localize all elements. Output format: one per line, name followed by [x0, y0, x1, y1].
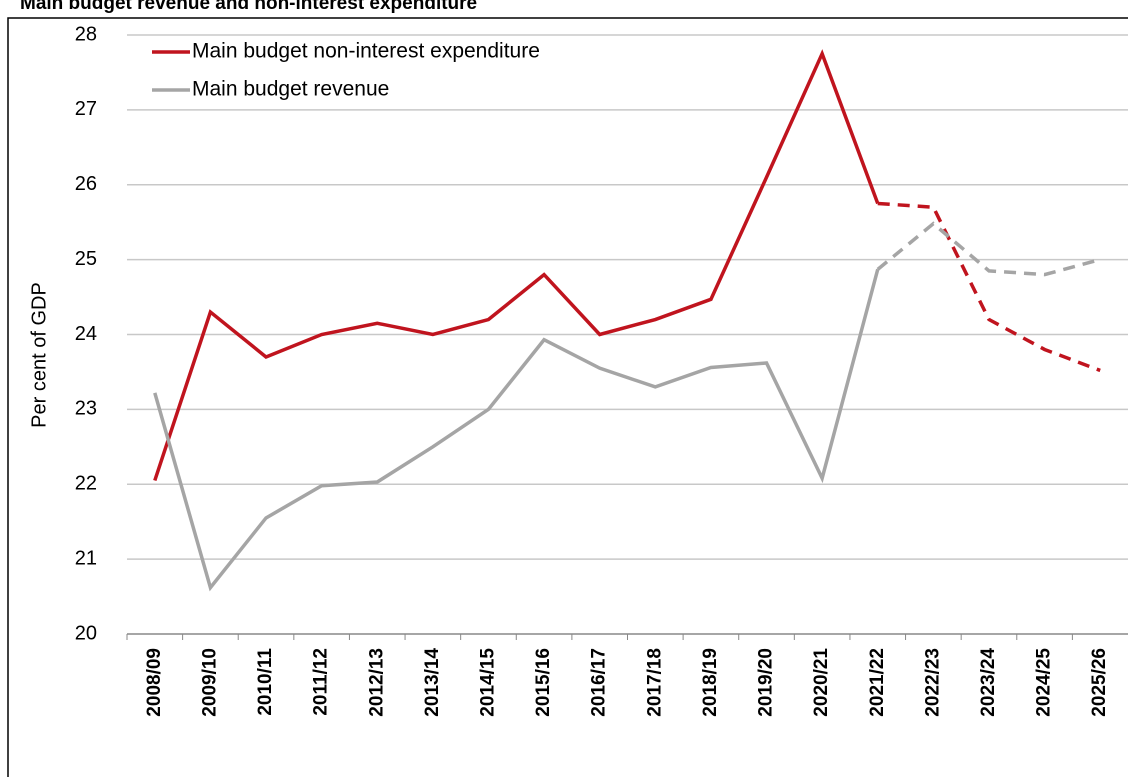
y-axis-label: Per cent of GDP	[28, 282, 50, 428]
legend-label: Main budget non-interest expenditure	[192, 40, 540, 63]
legend-label: Main budget revenue	[192, 78, 389, 101]
y-tick-label: 20	[75, 622, 97, 644]
x-tick-label: 2011/12	[311, 648, 332, 716]
y-tick-label: 24	[75, 323, 97, 345]
forecast-line	[877, 201, 1101, 373]
y-tick-label: 22	[75, 473, 97, 495]
x-tick-label: 2012/13	[366, 648, 387, 717]
x-tick-label: 2010/11	[255, 648, 276, 716]
x-tick-label: 2015/16	[533, 648, 554, 717]
y-tick-label: 27	[75, 98, 97, 120]
x-tick-label: 2019/20	[756, 648, 777, 717]
y-tick-label: 28	[75, 23, 97, 45]
x-tick-label: 2022/23	[922, 648, 943, 717]
x-tick-label: 2016/17	[589, 648, 610, 717]
x-tick-label: 2018/19	[700, 648, 721, 717]
x-tick-label: 2025/26	[1089, 648, 1110, 717]
x-tick-label: 2024/25	[1034, 648, 1055, 717]
y-tick-label: 26	[75, 173, 97, 195]
chart-title: Main budget revenue and non-interest exp…	[20, 0, 477, 14]
series-line	[153, 49, 880, 482]
x-tick-label: 2013/14	[422, 648, 443, 717]
x-tick-label: 2021/22	[867, 648, 888, 717]
y-tick-label: 23	[75, 398, 97, 420]
series-line	[153, 268, 880, 592]
chart-frame	[7, 17, 1128, 777]
x-tick-label: 2009/10	[199, 648, 220, 717]
forecast-line	[876, 221, 1101, 277]
x-tick-label: 2017/18	[644, 648, 665, 717]
x-tick-label: 2014/15	[477, 648, 498, 717]
y-tick-label: 21	[75, 547, 97, 569]
x-tick-label: 2020/21	[811, 648, 832, 717]
x-tick-label: 2023/24	[978, 648, 999, 717]
y-tick-label: 25	[75, 248, 97, 270]
x-tick-label: 2008/09	[144, 648, 165, 717]
